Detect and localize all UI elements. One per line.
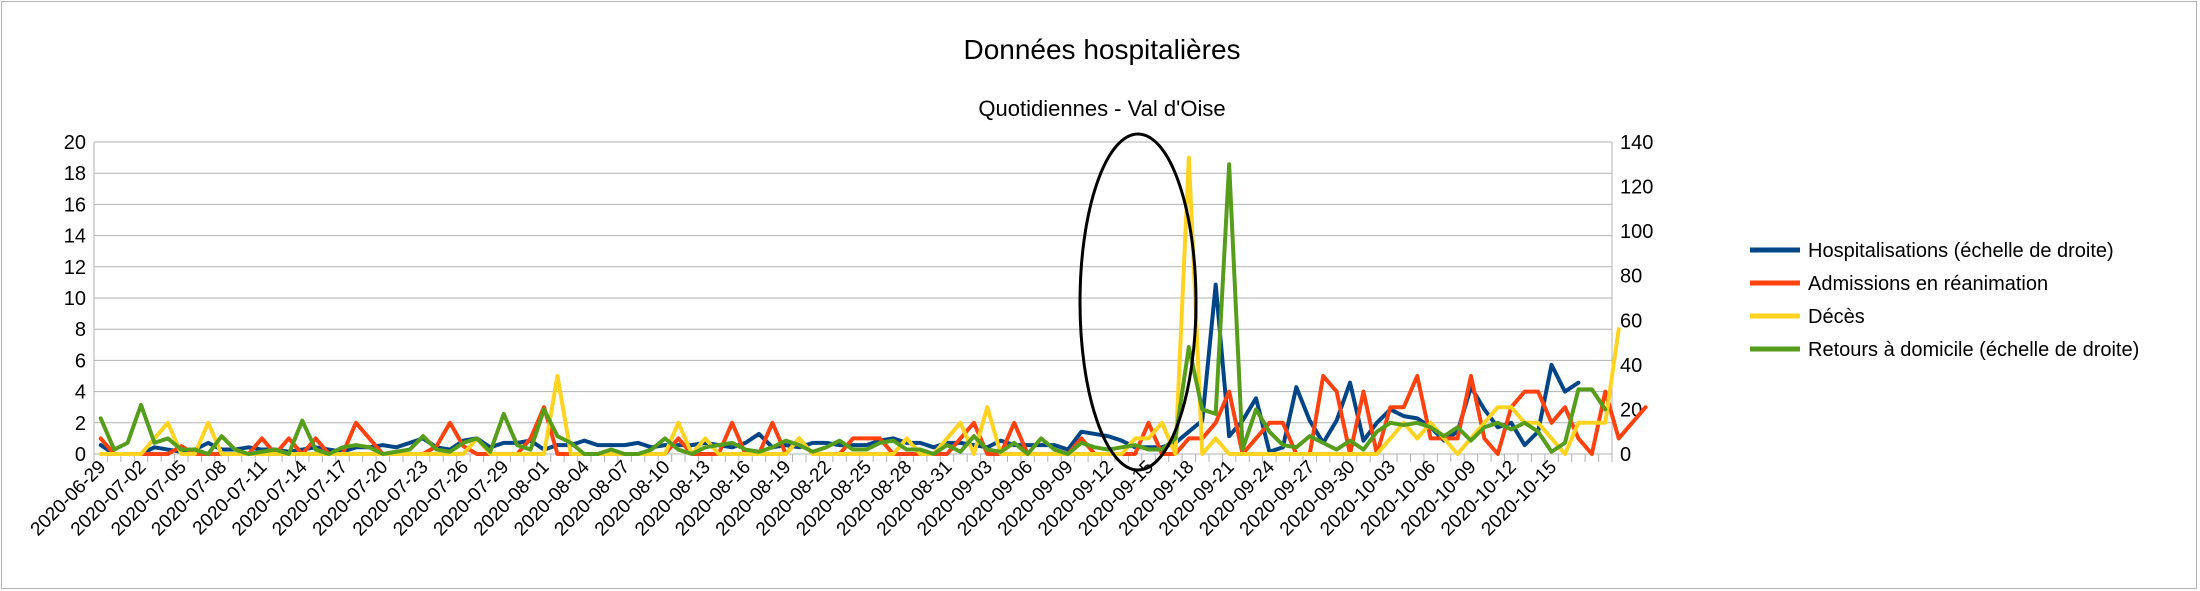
y-left-tick-label: 0	[75, 444, 86, 466]
series-line-retours-domicile	[98, 162, 1608, 456]
y-left-tick-label: 12	[64, 257, 86, 279]
x-axis-ticks: 2020-06-292020-07-022020-07-052020-07-08…	[27, 456, 1561, 540]
chart-title: Données hospitalières	[963, 34, 1240, 65]
y-right-tick-label: 40	[1620, 355, 1642, 377]
legend-label: Retours à domicile (échelle de droite)	[1808, 339, 2139, 361]
legend-label: Décès	[1808, 306, 1865, 328]
series-lines	[98, 155, 1648, 456]
y-right-tick-label: 60	[1620, 310, 1642, 332]
highlight-ellipse	[1078, 132, 1198, 472]
y-left-tick-label: 6	[75, 350, 86, 372]
y-right-tick-label: 100	[1620, 221, 1653, 243]
y-right-tick-label: 120	[1620, 177, 1653, 199]
y-right-tick-label: 140	[1620, 132, 1653, 154]
gridlines	[93, 141, 1613, 462]
y-left-tick-label: 20	[64, 132, 86, 154]
legend: Hospitalisations (échelle de droite) Admi…	[1750, 240, 2139, 361]
legend-label: Hospitalisations (échelle de droite)	[1808, 240, 2114, 262]
y-right-tick-label: 20	[1620, 399, 1642, 421]
y-right-tick-label: 0	[1620, 444, 1631, 466]
y-left-tick-label: 18	[64, 163, 86, 185]
y-left-tick-label: 4	[75, 382, 86, 404]
chart-subtitle: Quotidiennes - Val d'Oise	[978, 96, 1225, 121]
y-left-tick-label: 14	[64, 226, 86, 248]
series-line-deces	[98, 155, 1621, 456]
y-left-tick-label: 10	[64, 288, 86, 310]
y-axis-right-ticks: 0 20 40 60 80 100 120 140	[1620, 132, 1653, 466]
y-right-tick-label: 80	[1620, 266, 1642, 288]
legend-label: Admissions en réanimation	[1808, 273, 2048, 295]
y-axis-left-ticks: 0 2 4 6 8 10 12 14 16 18 20	[64, 132, 86, 466]
series-line-hospitalisations	[98, 282, 1581, 456]
y-left-tick-label: 8	[75, 319, 86, 341]
y-left-tick-label: 2	[75, 413, 86, 435]
series-line-admissions-reanimation	[98, 374, 1648, 456]
y-left-tick-label: 16	[64, 194, 86, 216]
